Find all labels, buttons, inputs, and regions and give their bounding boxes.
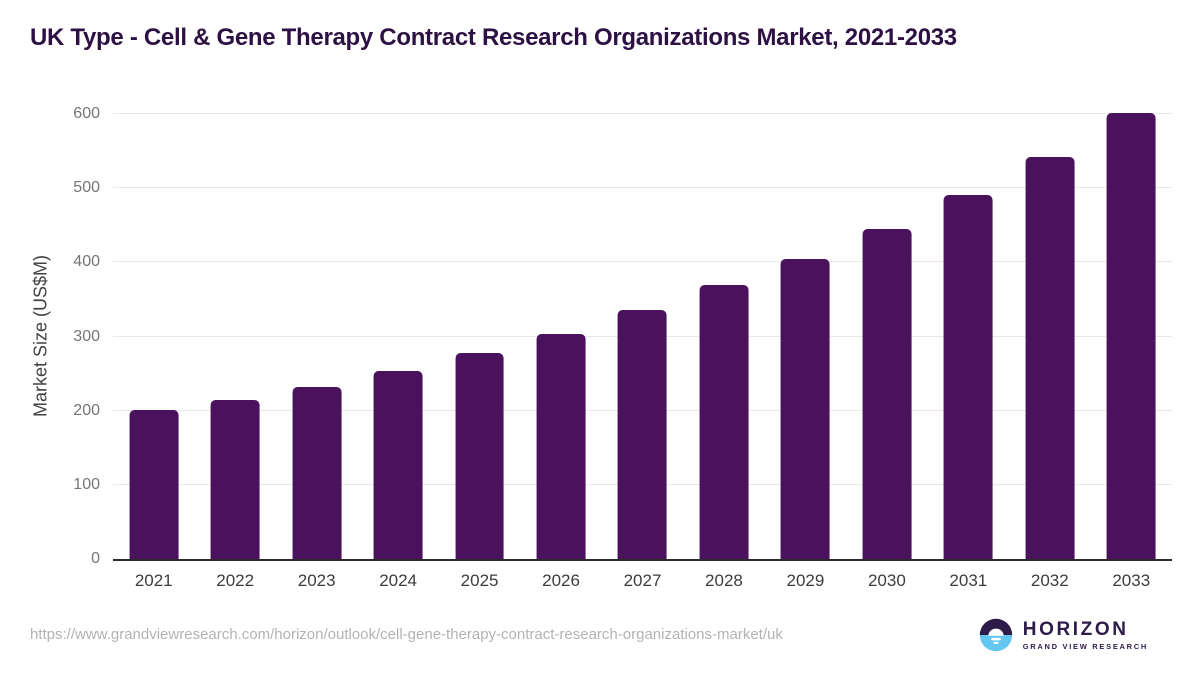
bar-slot-2023: 2023 [276, 77, 357, 590]
bar-slot-2025: 2025 [439, 77, 520, 590]
x-tick-label-2024: 2024 [379, 571, 418, 590]
source-url: https://www.grandviewresearch.com/horizo… [30, 626, 783, 643]
y-tick-label-400: 400 [73, 253, 100, 271]
bar-2032 [1025, 157, 1075, 559]
x-tick-label-2027: 2027 [623, 571, 662, 590]
x-tick-label-2032: 2032 [1030, 571, 1069, 590]
chart-title: UK Type - Cell & Gene Therapy Contract R… [30, 24, 957, 51]
bar-2030 [862, 229, 912, 559]
bar-slot-2027: 2027 [602, 77, 683, 590]
y-tick-label-100: 100 [73, 475, 100, 493]
bar-slot-2031: 2031 [928, 77, 1009, 590]
bar-slot-2024: 2024 [357, 77, 438, 590]
x-tick-label-2033: 2033 [1112, 571, 1151, 590]
gridline-600 [113, 113, 1172, 115]
y-axis-title: Market Size (US$M) [30, 254, 51, 418]
y-tick-label-500: 500 [73, 179, 100, 197]
bar-2033 [1106, 112, 1156, 559]
bar-2031 [943, 194, 993, 559]
y-tick-label-300: 300 [73, 327, 100, 345]
logo-title: HORIZON [1022, 618, 1129, 640]
horizon-logo: HORIZON GRAND VIEW RESEARCH [978, 617, 1148, 653]
x-tick-label-2029: 2029 [786, 571, 825, 590]
x-tick-label-2030: 2030 [867, 571, 906, 590]
bar-2025 [455, 352, 504, 559]
x-tick-label-2026: 2026 [542, 571, 580, 590]
y-tick-label-200: 200 [73, 401, 100, 419]
x-tick-label-2028: 2028 [705, 571, 743, 590]
plot-area: 0 100 200 300 400 500 600 2021 2022 2023 2024 2025 2… [73, 77, 1172, 590]
bar-2028 [699, 285, 749, 559]
bar-slot-2030: 2030 [846, 77, 927, 590]
bar-2024 [373, 370, 423, 559]
bar-2022 [210, 399, 260, 559]
bar-slot-2029: 2029 [765, 77, 846, 590]
y-tick-label-0: 0 [91, 550, 100, 567]
x-tick-label-2023: 2023 [297, 571, 336, 590]
bar-2023 [292, 386, 342, 559]
bar-2026 [536, 333, 586, 559]
x-tick-label-2021: 2021 [134, 571, 173, 590]
bar-2027 [618, 309, 667, 559]
bar-2021 [129, 409, 179, 559]
logo-subtitle: GRAND VIEW RESEARCH [1022, 641, 1148, 651]
y-tick-label-600: 600 [73, 105, 100, 123]
bar-2029 [780, 258, 830, 559]
bar-slot-2028: 2028 [683, 77, 764, 590]
horizon-sun-icon [979, 618, 1012, 652]
logo-text: HORIZON GRAND VIEW RESEARCH [1023, 620, 1148, 651]
bar-slot-2022: 2022 [194, 77, 275, 590]
bar-slot-2026: 2026 [520, 77, 601, 590]
x-tick-label-2031: 2031 [949, 571, 988, 590]
x-tick-label-2022: 2022 [216, 571, 255, 590]
bar-slot-2033: 2033 [1091, 77, 1172, 590]
x-tick-label-2025: 2025 [460, 571, 499, 590]
gridline-400 [113, 261, 1172, 263]
bar-slot-2032: 2032 [1009, 77, 1090, 590]
bar-slot-2021: 2021 [113, 77, 194, 590]
gridline-500 [113, 187, 1172, 189]
